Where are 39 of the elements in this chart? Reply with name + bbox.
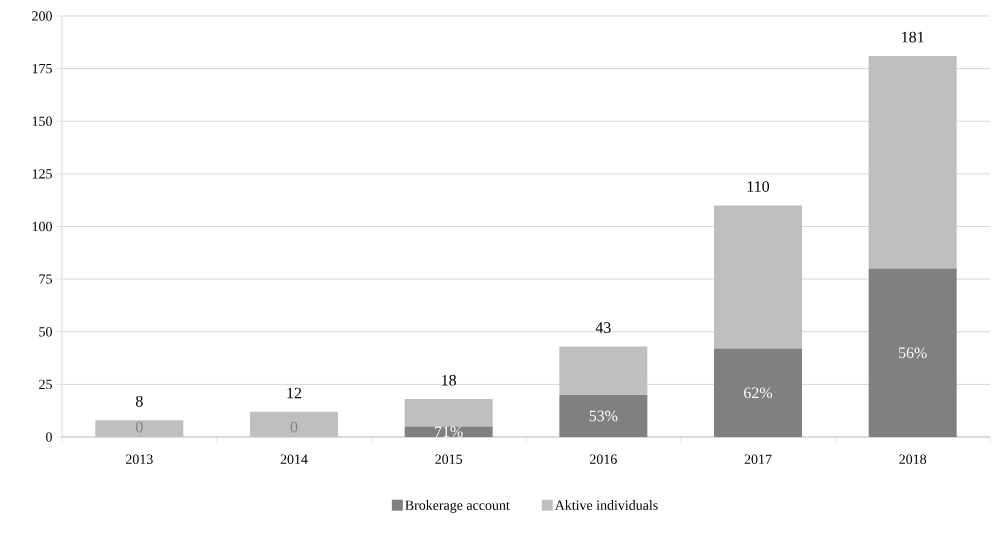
- bar: [868, 55, 957, 269]
- total-label: 18: [442, 374, 457, 386]
- y-tick-label: 150: [32, 116, 52, 126]
- y-tick-label: 50: [39, 327, 52, 337]
- legend-label: Brokerage account: [405, 500, 510, 513]
- bar: [559, 346, 648, 395]
- bar: [250, 411, 338, 437]
- annotation: 53%: [589, 410, 618, 422]
- legend-label: Aktive individuals: [554, 500, 658, 510]
- y-tick-label: 175: [32, 63, 52, 74]
- annotation: 0: [290, 421, 298, 433]
- total-label: 8: [135, 395, 143, 407]
- total-label: 181: [902, 31, 924, 43]
- y-tick-label: 25: [39, 379, 52, 390]
- x-tick-label: 2018: [899, 454, 927, 464]
- annotation: 56%: [898, 347, 927, 359]
- annotation: 0: [135, 421, 143, 433]
- total-label: 110: [747, 181, 770, 192]
- annotation: 62%: [744, 387, 773, 399]
- bar: [404, 426, 493, 437]
- x-tick-label: 2017: [744, 454, 772, 464]
- bar: [559, 394, 648, 437]
- x-tick-label: 2013: [126, 454, 153, 464]
- bar: [714, 348, 803, 437]
- bar: [404, 399, 493, 427]
- x-tick-label: 2016: [590, 454, 617, 464]
- annotation: 71%: [435, 426, 463, 438]
- y-tick-label: 75: [39, 274, 52, 284]
- y-tick-label: 125: [32, 169, 52, 179]
- y-tick-label: 100: [32, 221, 52, 232]
- total-label: 43: [595, 322, 611, 333]
- x-tick-label: 2014: [280, 454, 308, 464]
- bar: [95, 420, 184, 437]
- y-tick-label: 0: [46, 432, 52, 442]
- bar: [868, 268, 957, 437]
- x-tick-label: 2015: [435, 454, 463, 464]
- y-tick-label: 200: [32, 11, 52, 21]
- bar: [714, 205, 803, 349]
- total-label: 12: [287, 387, 302, 399]
